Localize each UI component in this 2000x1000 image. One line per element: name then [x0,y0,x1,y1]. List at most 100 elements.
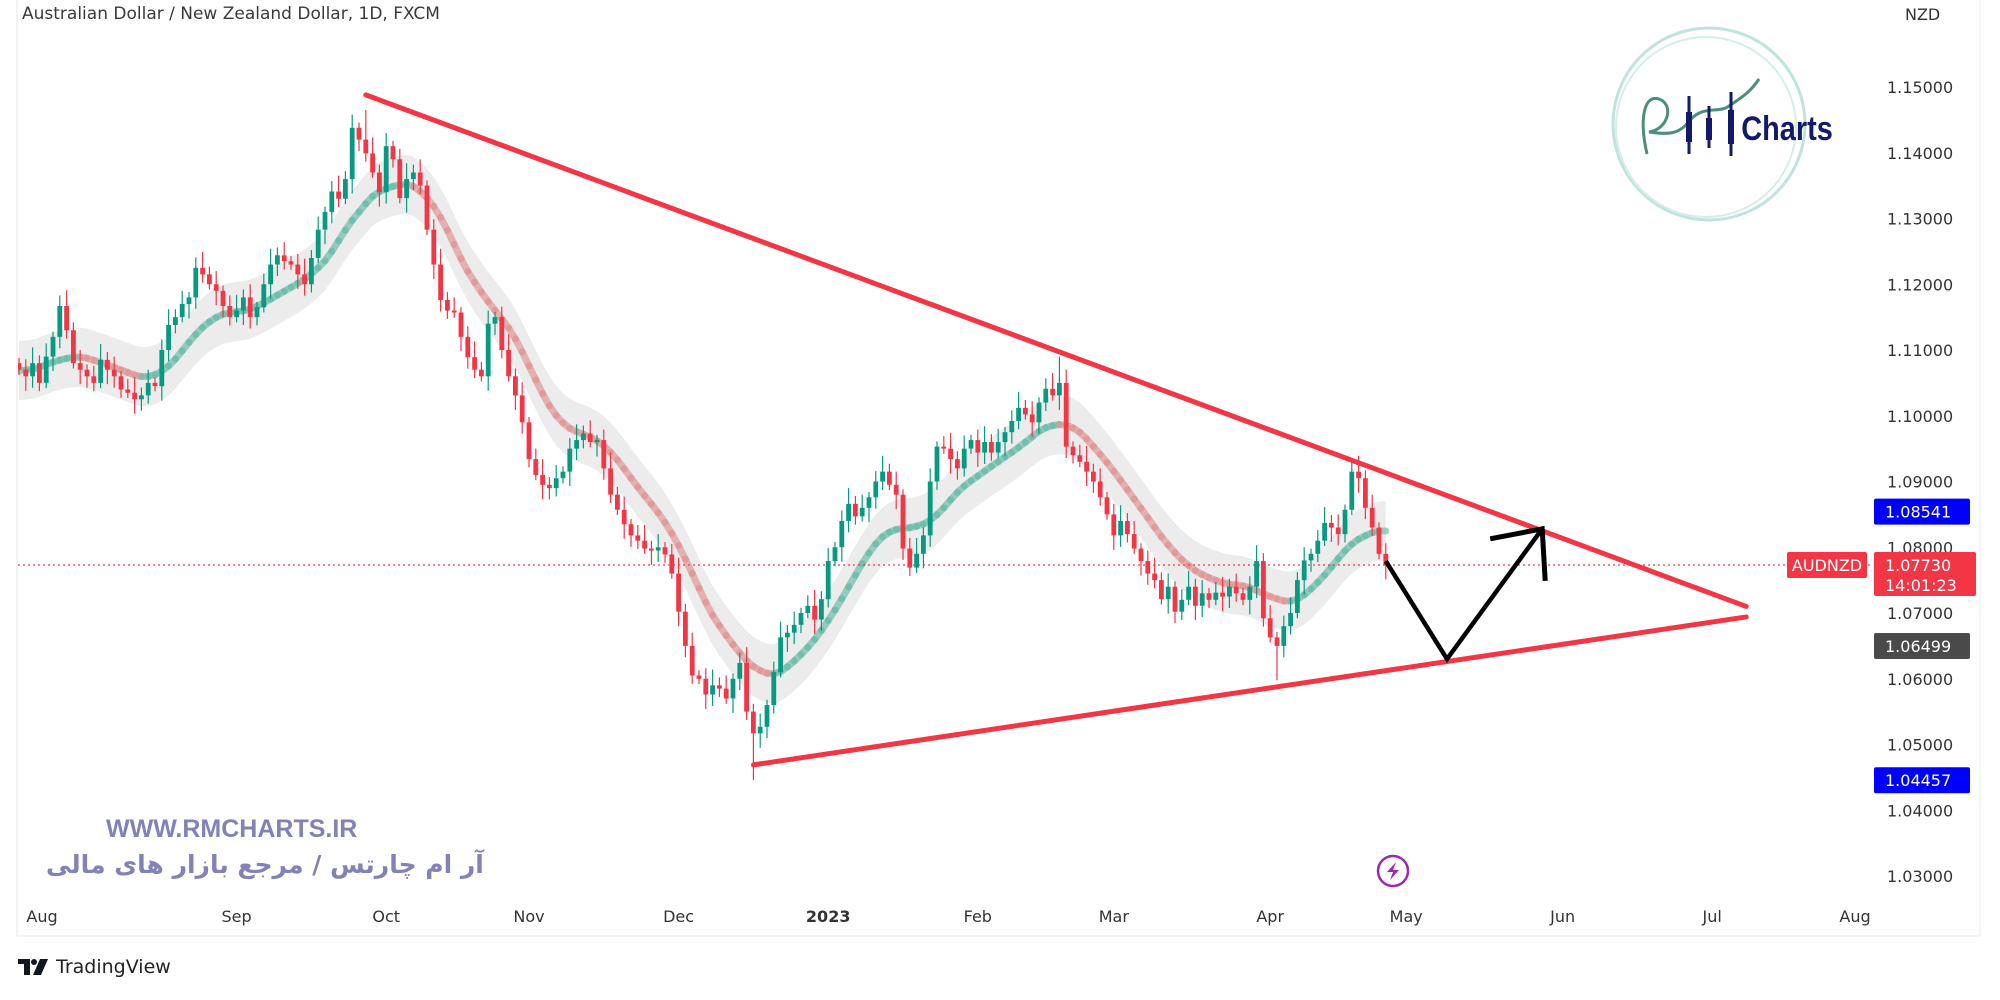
candle-body [907,548,913,568]
price-label-box [1874,498,1970,525]
time-axis[interactable]: Aug Sep Oct Nov Dec 2023 Feb Mar Apr May Jun Jul Aug [26,907,1870,926]
time-tick-label: Dec [663,907,694,926]
candle-body [84,369,90,377]
candle-body [1301,560,1307,581]
candle-body [683,611,688,646]
candle-body [152,382,158,387]
candle-body [1261,561,1266,619]
candle-body [737,662,743,679]
price-tick-label: 1.12000 [1887,275,1953,294]
price-label-box [1874,632,1970,659]
candle-body [220,290,226,306]
candle-body [465,336,471,358]
candle-body [1322,522,1327,541]
candle-body [186,297,192,304]
price-tick-label: 1.13000 [1887,210,1953,229]
candle-body [1097,481,1103,498]
time-tick-label: Mar [1099,907,1130,926]
time-tick-label: Aug [26,907,57,926]
candle-body [560,471,566,479]
price-label-box [1874,767,1970,794]
candles [18,110,1389,781]
candle-body [601,440,607,469]
projection-arrow[interactable] [1383,525,1548,664]
candle-body [445,300,450,311]
watermark-url: WWW.RMCHARTS.IR [106,815,358,843]
candle-body [1383,553,1389,566]
time-tick-label: May [1390,907,1423,926]
candle-body [710,685,715,695]
candle-body [57,305,63,337]
candle-body [118,376,124,390]
candle-body [390,146,396,160]
candle-body [1288,613,1293,627]
tradingview-footer[interactable]: TradingView [18,956,171,978]
price-label-value: 1.08541 [1885,503,1951,522]
candle-body [275,255,280,265]
candle-body [302,274,307,285]
candle-body [995,442,1001,453]
candle-body [91,376,97,383]
candle-body [479,369,484,377]
trendlines[interactable] [363,92,1749,768]
time-tick-label: Aug [1839,907,1870,926]
candle-body [1281,626,1287,646]
candle-body [492,317,498,324]
candle-body [526,422,532,460]
candle-body [1274,637,1280,646]
candle-body [975,440,981,453]
candle-body [1213,592,1219,600]
candle-body [227,305,233,318]
candle-body [696,675,702,679]
candle-body [343,179,348,199]
candle-body [139,395,144,400]
candle-body [540,474,545,485]
candle-body [982,442,987,453]
candle-body [751,711,756,734]
candle-body [64,305,69,331]
candle-body [431,229,437,265]
candle-body [349,127,355,180]
candle-body [37,363,42,383]
time-tick-label: Oct [372,907,400,926]
candle-body [370,153,375,173]
candle-body [567,448,573,472]
candle-body [1091,471,1096,482]
candle-body [1002,432,1008,443]
candle-body [757,726,763,734]
price-axis[interactable]: 1.15000 1.14000 1.13000 1.12000 1.11000 1.100… [1887,78,1953,886]
time-tick-label: Apr [1256,907,1284,926]
price-tick-label: 1.09000 [1887,473,1953,492]
candle-body [1206,593,1212,600]
candle-body [649,548,654,551]
candle-body [207,274,212,285]
candle-body [363,139,369,154]
candle-body [533,459,539,475]
candle-body [132,392,137,400]
candle-body [336,191,341,199]
candle-body [1193,586,1198,606]
candle-body [159,350,165,387]
svg-text:Charts: Charts [1741,109,1833,148]
candle-body [30,363,35,377]
candle-body [1131,534,1137,549]
resistance-trendline [363,92,1749,609]
candle-body [1329,522,1334,528]
candle-body [689,645,695,676]
candle-body [825,561,831,600]
candle-body [553,478,559,489]
candle-body [1172,586,1178,612]
candle-body [1159,580,1164,600]
candle-body [1335,527,1341,535]
candle-body [247,297,253,318]
candle-body [723,688,729,699]
candle-body [859,507,865,517]
candle-body [587,433,593,443]
candle-body [832,547,838,562]
candle-body [18,363,22,370]
event-marker[interactable] [1376,854,1410,888]
candle-body [499,317,505,350]
price-tick-label: 1.03000 [1887,867,1953,886]
candle-body [1057,382,1062,396]
